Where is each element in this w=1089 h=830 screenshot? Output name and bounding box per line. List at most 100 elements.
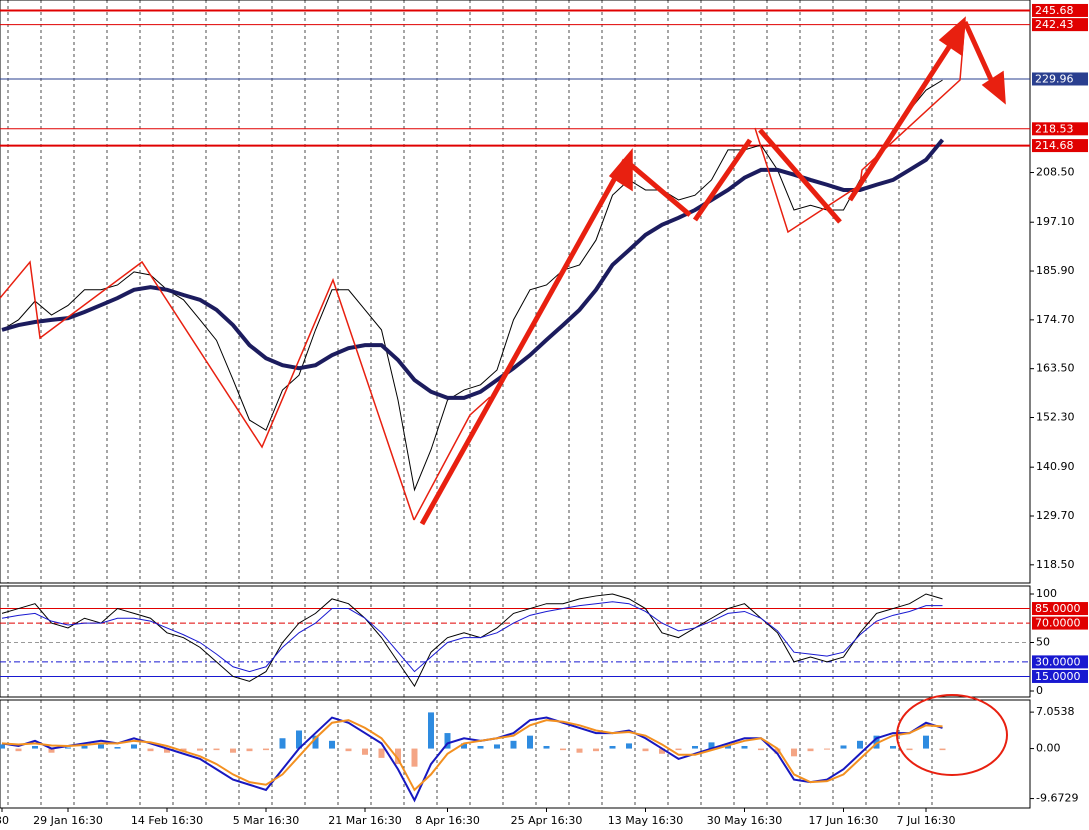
histogram-bar — [626, 743, 632, 749]
level-label-box — [1032, 139, 1088, 153]
histogram-bar — [857, 740, 863, 749]
histogram-bar — [576, 748, 583, 753]
histogram-bar — [741, 745, 748, 749]
y-tick-label: 174.70 — [1036, 313, 1075, 326]
histogram-bar — [362, 748, 368, 755]
level-label: 242.43 — [1035, 18, 1074, 31]
histogram-bar — [312, 735, 319, 749]
histogram-bar — [263, 748, 269, 751]
histogram-bar — [131, 744, 137, 749]
y-tick-label: 0 — [1036, 684, 1043, 697]
level-label-box — [1032, 18, 1088, 32]
histogram-bar — [32, 745, 38, 749]
y-tick-label: 152.30 — [1036, 410, 1075, 423]
level-label-box — [1032, 72, 1088, 86]
level-label-box — [1032, 602, 1088, 616]
panel-frame — [0, 0, 1031, 584]
histogram-bar — [197, 748, 203, 751]
histogram-bar — [147, 748, 154, 752]
arrow — [623, 158, 692, 217]
histogram-bar — [345, 748, 352, 752]
level-label: 85.0000 — [1035, 602, 1081, 615]
histogram-bar — [692, 745, 698, 749]
histogram-bar — [659, 748, 665, 754]
histogram-bar — [296, 730, 302, 749]
x-tick-label: 8 Apr 16:30 — [415, 814, 480, 827]
histogram-bar — [840, 745, 847, 749]
histogram-bar — [246, 748, 253, 752]
y-tick-label: 163.50 — [1036, 362, 1075, 375]
histogram-bar — [428, 712, 434, 749]
histogram-bar — [461, 743, 467, 749]
y-tick-label: 100 — [1036, 587, 1057, 600]
histogram-bar — [560, 748, 566, 751]
histogram-bar — [0, 744, 5, 749]
y-tick-label: -9.6729 — [1036, 792, 1078, 805]
histogram-bar — [708, 742, 715, 749]
level-label: 214.68 — [1035, 139, 1074, 152]
histogram-bar — [213, 748, 220, 751]
arrow — [847, 28, 963, 202]
y-tick-label: 118.50 — [1036, 558, 1075, 571]
x-tick-label: 25 Apr 16:30 — [511, 814, 583, 827]
histogram-bar — [48, 748, 55, 753]
x-tick-label: 13 May 16:30 — [608, 814, 683, 827]
level-label-box — [1032, 669, 1088, 683]
histogram-bar — [477, 745, 484, 749]
histogram-bar — [609, 745, 616, 749]
series-line — [1, 79, 943, 492]
histogram-bar — [593, 748, 599, 752]
level-label-box — [1032, 655, 1088, 669]
histogram-bar — [807, 748, 814, 752]
level-label-box — [1032, 122, 1088, 136]
level-label: 70.0000 — [1035, 617, 1081, 630]
histogram-bar — [774, 748, 781, 754]
series-line — [1, 601, 943, 673]
zigzag — [754, 19, 966, 234]
annotations — [0, 16, 1008, 776]
x-tick-label: 7 Jul 16:30 — [897, 814, 956, 827]
histogram-bar — [642, 748, 649, 752]
histogram-bar — [791, 748, 797, 757]
histogram-bar — [527, 735, 533, 749]
histogram-bar — [890, 745, 896, 749]
x-tick-label: 30 May 16:30 — [707, 814, 782, 827]
level-label: 218.53 — [1035, 122, 1074, 135]
y-tick-label: 50 — [1036, 636, 1050, 649]
histogram-bar — [81, 745, 88, 749]
panel-frame — [0, 585, 1031, 698]
histogram-bar — [15, 748, 22, 752]
x-tick-label: 21 Mar 16:30 — [328, 814, 401, 827]
arrow — [419, 158, 628, 526]
histogram-bar — [164, 748, 170, 753]
y-tick-label: 140.90 — [1036, 460, 1075, 473]
y-tick-label: 185.90 — [1036, 264, 1075, 277]
y-tick-label: 208.50 — [1036, 166, 1075, 179]
x-tick-label: 30 — [0, 814, 9, 827]
histogram-bar — [65, 747, 71, 749]
histogram-bar — [510, 740, 517, 749]
histogram-bar — [378, 748, 385, 758]
histogram-bar — [824, 748, 830, 750]
zigzag — [413, 396, 491, 521]
histogram-bar — [230, 748, 236, 753]
arrowhead — [938, 16, 966, 57]
histogram-bar — [923, 735, 929, 749]
y-tick-label: 7.0538 — [1036, 705, 1075, 718]
level-label-box — [1032, 3, 1088, 17]
level-label: 245.68 — [1035, 4, 1074, 17]
level-label-box — [1032, 616, 1088, 630]
histogram-bar — [939, 748, 946, 751]
level-label: 30.0000 — [1035, 655, 1081, 668]
histogram-bar — [494, 744, 500, 749]
series-line — [1, 716, 943, 803]
arrow — [692, 138, 753, 222]
histogram-bar — [543, 745, 550, 749]
level-label: 229.96 — [1035, 72, 1074, 85]
y-tick-label: 0.00 — [1036, 742, 1061, 755]
series-line — [1, 593, 943, 688]
highlight-circle — [896, 694, 1008, 776]
y-tick-label: 197.10 — [1036, 215, 1075, 228]
arrowhead — [981, 70, 1006, 105]
